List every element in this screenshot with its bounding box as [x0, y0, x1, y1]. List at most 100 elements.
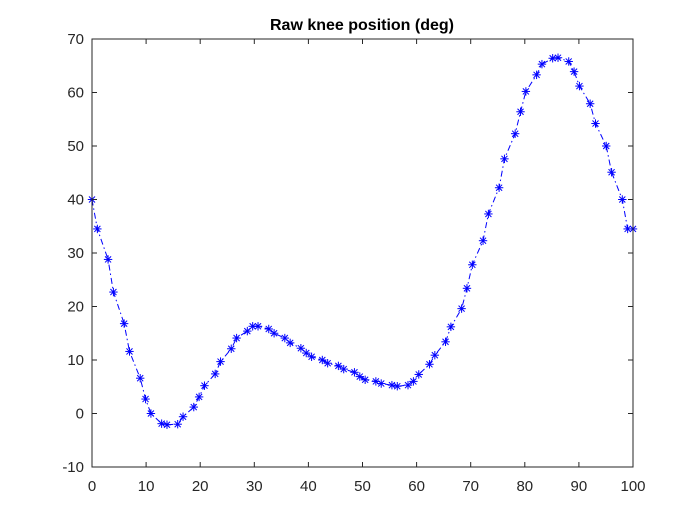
marker-stroke	[377, 380, 385, 387]
marker-stroke	[318, 356, 326, 364]
data-point-marker	[446, 322, 456, 332]
data-point-marker	[478, 236, 488, 245]
x-tick-label: 0	[88, 478, 96, 495]
data-point-marker	[269, 329, 279, 338]
marker-stroke	[136, 374, 144, 382]
marker-stroke	[463, 284, 471, 292]
marker-stroke	[522, 88, 530, 95]
data-point-marker	[607, 168, 616, 177]
marker-stroke	[356, 373, 364, 380]
data-point-marker	[532, 70, 541, 80]
y-tick-label: 50	[67, 138, 84, 155]
data-point-marker	[93, 224, 102, 234]
marker-stroke	[404, 381, 412, 389]
marker-stroke	[120, 320, 128, 327]
y-tick-label: -10	[62, 459, 84, 476]
data-point-marker	[253, 322, 263, 331]
marker-stroke	[495, 184, 503, 192]
marker-stroke	[233, 334, 240, 342]
marker-stroke	[324, 359, 332, 367]
marker-stroke	[501, 155, 508, 163]
data-point-marker	[173, 420, 182, 429]
marker-stroke	[538, 60, 546, 68]
marker-stroke	[485, 210, 492, 218]
marker-stroke	[104, 256, 112, 263]
data-point-marker	[323, 359, 332, 368]
marker-stroke	[227, 345, 235, 353]
data-point-marker	[339, 364, 348, 374]
marker-stroke	[549, 54, 557, 62]
data-point-marker	[296, 344, 306, 353]
marker-stroke	[576, 82, 583, 90]
data-point-marker	[264, 324, 273, 334]
data-point-marker	[136, 373, 145, 383]
marker-stroke	[281, 334, 289, 342]
y-tick-label: 60	[67, 85, 84, 102]
x-tick-label: 80	[516, 478, 533, 495]
marker-stroke	[308, 353, 315, 361]
marker-stroke	[565, 58, 573, 65]
data-point-marker	[125, 347, 134, 356]
data-point-marker	[227, 344, 236, 353]
marker-stroke	[163, 421, 171, 429]
marker-stroke	[351, 368, 358, 376]
data-point-marker	[468, 260, 477, 269]
marker-stroke	[393, 382, 401, 390]
data-point-marker	[103, 255, 113, 264]
data-point-marker	[430, 350, 440, 360]
axes-background	[92, 39, 633, 467]
marker-stroke	[340, 365, 348, 373]
marker-stroke	[249, 322, 257, 330]
y-tick-label: 40	[67, 192, 84, 209]
chart-title: Raw knee position (deg)	[270, 17, 454, 34]
marker-stroke	[142, 395, 149, 403]
x-tick-label: 90	[571, 478, 588, 495]
y-tick-label: 30	[67, 245, 84, 262]
data-point-marker	[387, 380, 397, 390]
x-tick-label: 40	[300, 478, 317, 495]
marker-stroke	[361, 376, 369, 384]
data-point-marker	[462, 284, 472, 293]
data-point-marker	[350, 368, 359, 377]
data-point-marker	[377, 379, 386, 388]
marker-stroke	[372, 378, 380, 385]
data-point-marker	[414, 370, 423, 379]
data-point-marker	[307, 352, 316, 361]
data-point-marker	[441, 337, 450, 347]
marker-stroke	[533, 71, 540, 79]
x-tick-label: 30	[246, 478, 263, 495]
marker-stroke	[265, 325, 273, 333]
marker-stroke	[254, 322, 262, 330]
data-point-marker	[162, 420, 172, 429]
data-point-marker	[302, 348, 311, 358]
data-point-marker	[409, 377, 418, 386]
marker-stroke	[517, 108, 524, 116]
marker-stroke	[554, 54, 562, 62]
x-tick-label: 20	[192, 478, 209, 495]
data-point-marker	[141, 394, 150, 404]
x-tick-label: 60	[408, 478, 425, 495]
marker-stroke	[217, 358, 224, 365]
x-tick-label: 50	[354, 478, 371, 495]
data-point-marker	[494, 183, 504, 192]
marker-stroke	[211, 370, 219, 378]
data-point-marker	[119, 319, 129, 328]
y-tick-label: 10	[67, 352, 84, 369]
data-point-marker	[537, 59, 547, 69]
x-tick-label: 10	[138, 478, 155, 495]
marker-stroke	[126, 348, 133, 355]
data-point-marker	[280, 333, 290, 343]
data-point-marker	[189, 402, 198, 412]
marker-stroke	[243, 327, 251, 335]
data-point-marker	[146, 409, 156, 418]
data-point-marker	[618, 195, 627, 204]
data-point-marker	[194, 392, 204, 402]
data-point-marker	[569, 67, 579, 76]
marker-stroke	[388, 381, 396, 389]
data-point-marker	[564, 57, 573, 66]
x-tick-label: 100	[620, 478, 645, 495]
marker-stroke	[426, 360, 433, 368]
